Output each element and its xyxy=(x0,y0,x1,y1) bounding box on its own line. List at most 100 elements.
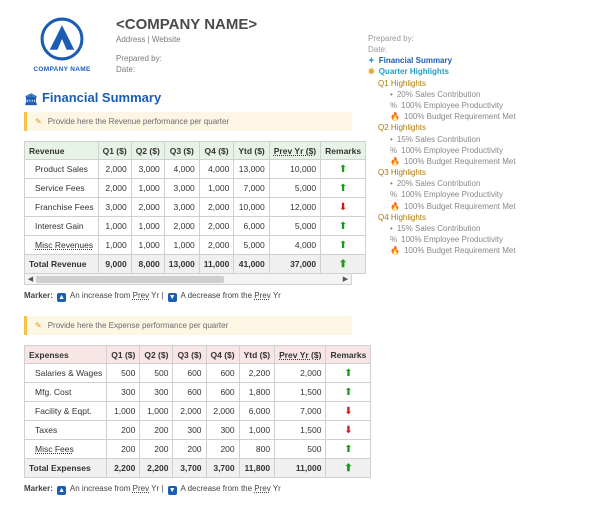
table-row: Misc Fees 200200 200200 800500 ⬆ xyxy=(25,440,371,459)
outline-item[interactable]: •20% Sales Contribution xyxy=(368,179,574,188)
col-remarks: Remarks xyxy=(321,142,366,160)
outline-item[interactable]: % 100% Employee Productivity xyxy=(368,235,574,244)
logo-caption: COMPANY NAME xyxy=(24,66,100,73)
pencil-icon: ✎ xyxy=(35,117,42,126)
outline-label: 100% Budget Requirement Met xyxy=(404,246,516,255)
trend-arrow-icon: ⬆ xyxy=(321,217,366,236)
row-label: Misc Revenues xyxy=(25,236,99,255)
bank-icon: 🏛 xyxy=(24,93,38,106)
table-row: Product Sales 2,0003,000 4,0004,000 13,0… xyxy=(25,160,366,179)
outline-item[interactable]: ✦ Financial Summary xyxy=(368,56,574,65)
table-row: Misc Revenues 1,0001,000 1,0002,000 5,00… xyxy=(25,236,366,255)
company-logo-icon xyxy=(39,16,85,62)
outline-label: 100% Budget Requirement Met xyxy=(404,112,516,121)
outline-item[interactable]: • 15% Sales Contribution xyxy=(368,135,574,144)
expenses-table: Expenses Q1 ($) Q2 ($) Q3 ($) Q4 ($) Ytd… xyxy=(24,345,371,478)
row-label: Salaries & Wages xyxy=(25,364,107,383)
scroll-track[interactable] xyxy=(36,276,340,283)
marker-up-icon: ▲ xyxy=(57,486,66,495)
outline-item[interactable]: 🔥100% Budget Requirement Met xyxy=(368,112,574,121)
row-label: Misc Fees xyxy=(25,440,107,459)
outline-item[interactable]: Q4 Highlights xyxy=(368,213,574,222)
outline-item[interactable]: 🔥 100% Budget Requirement Met xyxy=(368,157,574,166)
outline-label: 100% Employee Productivity xyxy=(401,235,503,244)
col-q3: Q3 ($) xyxy=(164,142,199,160)
col-ytd: Ytd ($) xyxy=(234,142,269,160)
dot-icon: • xyxy=(390,135,393,144)
company-address: Address | Website xyxy=(116,35,352,44)
outline-label: Financial Summary xyxy=(379,56,452,65)
pencil-icon: ✎ xyxy=(35,321,42,330)
trend-arrow-icon: ⬇ xyxy=(321,198,366,217)
col-q2: Q2 ($) xyxy=(131,142,164,160)
col-expenses: Expenses xyxy=(25,346,107,364)
outline-sidebar: Prepared by: Date: ✦Financial Summary ✹Q… xyxy=(360,0,582,517)
row-label: Product Sales xyxy=(25,160,99,179)
company-name: <COMPANY NAME> xyxy=(116,16,352,33)
outline-label: 15% Sales Contribution xyxy=(397,135,481,144)
outline-item[interactable]: Q1 Highlights xyxy=(368,79,574,88)
outline-label: 100% Employee Productivity xyxy=(401,190,503,199)
table-row: Interest Gain 1,0001,000 2,0002,000 6,00… xyxy=(25,217,366,236)
scroll-left-button[interactable]: ◀ xyxy=(25,274,36,284)
outline-label: 20% Sales Contribution xyxy=(397,179,481,188)
trend-arrow-icon: ⬆ xyxy=(321,255,366,274)
outline-item[interactable]: ✹ Quarter Highlights xyxy=(368,67,574,76)
outline-item[interactable]: • 15% Sales Contribution xyxy=(368,224,574,233)
marker-up-icon: ▲ xyxy=(57,293,66,302)
fire-icon: 🔥 xyxy=(390,157,400,166)
revenue-table: Revenue Q1 ($) Q2 ($) Q3 ($) Q4 ($) Ytd … xyxy=(24,141,366,274)
pct-icon: % xyxy=(390,190,397,199)
row-label: Mfg. Cost xyxy=(25,383,107,402)
horizontal-scrollbar[interactable]: ◀ ▶ xyxy=(24,274,352,285)
logo-block: COMPANY NAME xyxy=(24,16,100,76)
table-row: Salaries & Wages 500500 600600 2,2002,00… xyxy=(25,364,371,383)
trend-arrow-icon: ⬆ xyxy=(321,179,366,198)
col-revenue: Revenue xyxy=(25,142,99,160)
expense-marker-legend: Marker: ▲ An increase from Prev Yr | ▼ A… xyxy=(24,484,352,495)
col-q1: Q1 ($) xyxy=(98,142,131,160)
fire-icon: 🔥 xyxy=(390,202,400,211)
row-label: Franchise Fees xyxy=(25,198,99,217)
outline-item[interactable]: Q2 Highlights xyxy=(368,123,574,132)
total-row: Total Revenue 9,0008,000 13,00011,000 41… xyxy=(25,255,366,274)
sun-icon: ✹ xyxy=(368,67,375,76)
outline-item[interactable]: % 100% Employee Productivity xyxy=(368,190,574,199)
outline-label: 15% Sales Contribution xyxy=(397,224,481,233)
scroll-right-button[interactable]: ▶ xyxy=(340,274,351,284)
outline-item[interactable]: Q3 Highlights xyxy=(368,168,574,177)
side-prepared-by: Prepared by: xyxy=(368,34,574,43)
dot-icon: • xyxy=(390,90,393,99)
fire-icon: 🔥 xyxy=(390,246,400,255)
document-header: COMPANY NAME <COMPANY NAME> Address | We… xyxy=(24,16,352,76)
outline-label: 100% Employee Productivity xyxy=(401,101,503,110)
table-row: Taxes 200200 300300 1,0001,500 ⬇ xyxy=(25,421,371,440)
date-label: Date: xyxy=(116,65,352,74)
outline-item[interactable]: 🔥 100% Budget Requirement Met xyxy=(368,246,574,255)
outline-label: 20% Sales Contribution xyxy=(397,90,481,99)
col-q4: Q4 ($) xyxy=(199,142,234,160)
trend-arrow-icon: ⬆ xyxy=(321,160,366,179)
star-icon: ✦ xyxy=(368,56,375,65)
table-row: Service Fees 2,0001,000 3,0001,000 7,000… xyxy=(25,179,366,198)
outline-item[interactable]: %100% Employee Productivity xyxy=(368,146,574,155)
outline-label: Q2 Highlights xyxy=(378,123,426,132)
outline-label: 100% Budget Requirement Met xyxy=(404,157,516,166)
row-label: Facility & Eqpt. xyxy=(25,402,107,421)
revenue-instruction: ✎Provide here the Revenue performance pe… xyxy=(24,112,352,131)
pct-icon: % xyxy=(390,235,397,244)
outline-item[interactable]: 🔥 100% Budget Requirement Met xyxy=(368,202,574,211)
outline-label: 100% Budget Requirement Met xyxy=(404,202,516,211)
scroll-thumb[interactable] xyxy=(36,276,224,283)
table-row: Franchise Fees 3,0002,000 3,0002,000 10,… xyxy=(25,198,366,217)
outline-item[interactable]: %100% Employee Productivity xyxy=(368,101,574,110)
dot-icon: • xyxy=(390,224,393,233)
marker-down-icon: ▼ xyxy=(168,293,177,302)
section-title-financial-summary: 🏛Financial Summary xyxy=(24,90,352,106)
outline-label: Q3 Highlights xyxy=(378,168,426,177)
row-label: Taxes xyxy=(25,421,107,440)
outline-label: Quarter Highlights xyxy=(379,67,449,76)
outline-item[interactable]: • 20% Sales Contribution xyxy=(368,90,574,99)
trend-arrow-icon: ⬆ xyxy=(321,236,366,255)
pct-icon: % xyxy=(390,146,397,155)
